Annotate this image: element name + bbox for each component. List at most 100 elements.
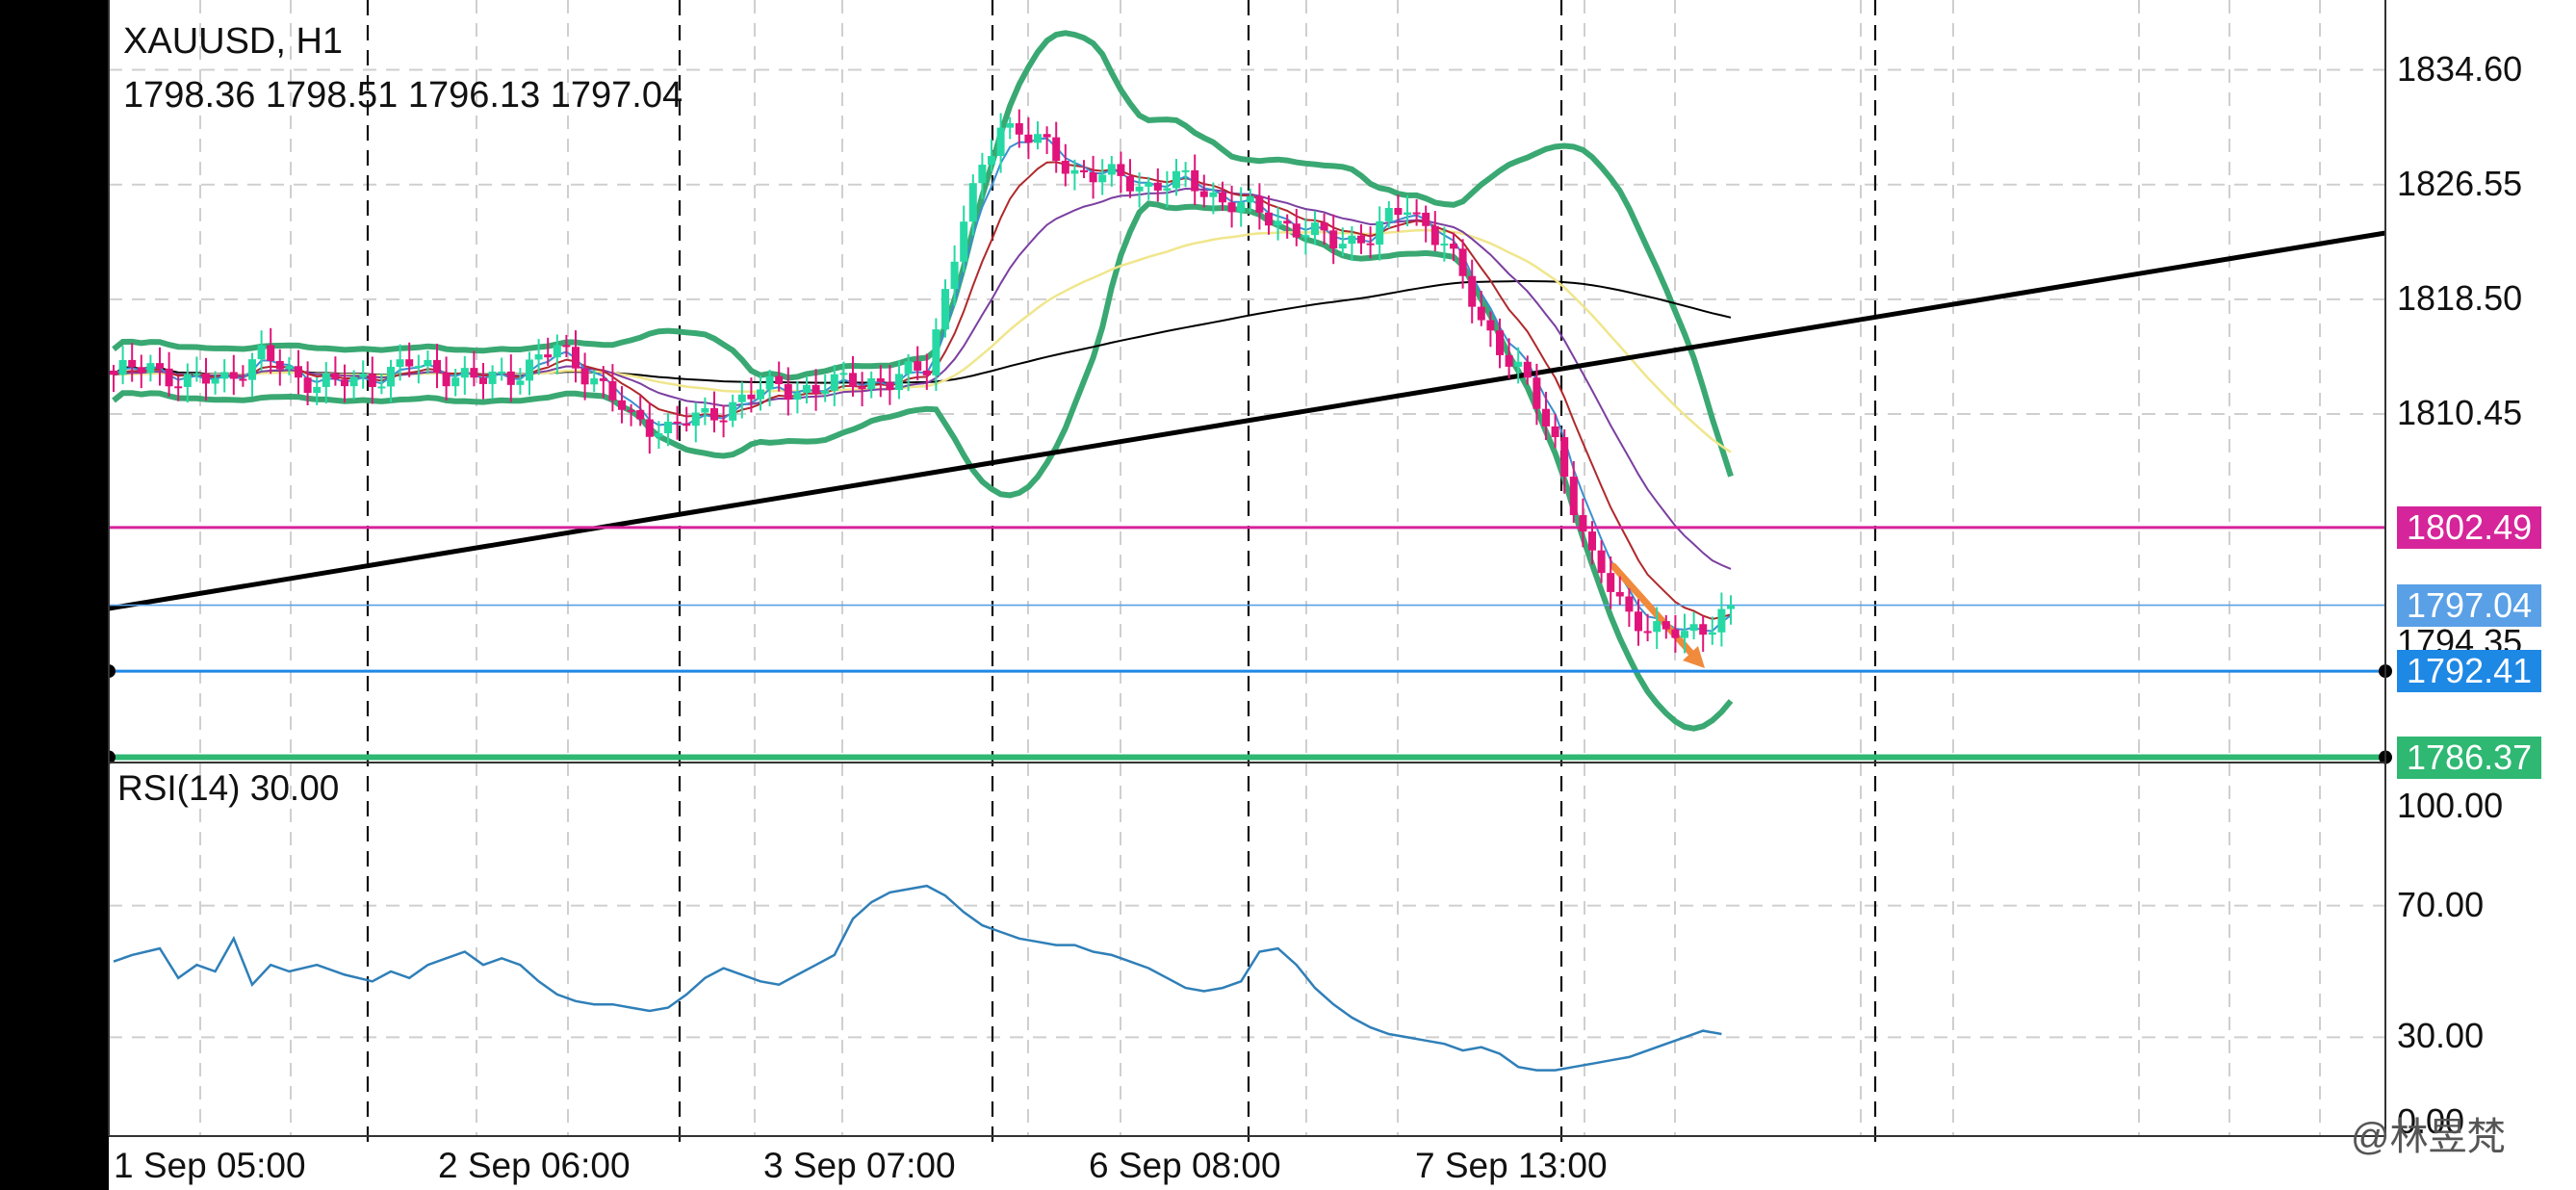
candle-body (1486, 320, 1495, 331)
candle-body (1227, 202, 1236, 213)
candle-body (193, 373, 201, 375)
candle-body (580, 368, 589, 385)
candle-body (1643, 631, 1652, 634)
candle-body (544, 354, 553, 358)
ma-yellow-line (113, 228, 1732, 453)
candle-body (996, 127, 1005, 157)
candle-body (737, 394, 746, 402)
price-tag-resistance: 1802.49 (2397, 505, 2542, 549)
candle-body (156, 363, 164, 369)
forecast-arrow-shaft (1610, 562, 1700, 662)
candle-body (239, 378, 247, 381)
candle-body (1348, 235, 1356, 245)
ascending-trendline (108, 230, 2386, 611)
candle-body (1496, 330, 1504, 355)
candle-body (941, 289, 949, 330)
candle-body (1043, 134, 1051, 138)
candle-body (1329, 230, 1338, 249)
price-tag-support_blue: 1792.41 (2397, 650, 2542, 693)
candle-body (1681, 631, 1688, 638)
candle-body (322, 373, 330, 387)
candle-body (1404, 212, 1411, 216)
candle-body (313, 386, 322, 394)
candle-body (1153, 182, 1162, 191)
candle-body (608, 380, 617, 401)
candle-body (506, 371, 515, 385)
candle-body (793, 393, 802, 401)
price-tick-label: 1810.45 (2397, 393, 2523, 433)
candle-body (220, 372, 229, 379)
time-tick-label: 2 Sep 06:00 (438, 1146, 631, 1185)
candle-body (1505, 354, 1513, 367)
candle-body (1430, 225, 1439, 246)
candle-body (110, 370, 117, 375)
candle-body (1145, 182, 1153, 187)
candle-body (424, 359, 432, 367)
session-separators (366, 0, 1877, 1146)
candle-body (396, 359, 404, 368)
candle-body (331, 373, 340, 380)
candle-body (1384, 208, 1393, 221)
candle-body (516, 380, 525, 385)
candle-body (1098, 174, 1107, 183)
candle-body (349, 376, 358, 387)
rsi-tick-label: 70.00 (2397, 884, 2485, 924)
candle-body (1450, 243, 1457, 249)
candle-body (811, 384, 820, 395)
rsi-tick-label: 0.00 (2397, 1101, 2465, 1141)
candle-body (1265, 212, 1273, 226)
candle-body (1422, 212, 1430, 226)
candle-body (673, 421, 682, 424)
rsi-title: RSI(14) 30.00 (117, 768, 340, 808)
candle-body (627, 409, 635, 412)
candle-body (1015, 122, 1023, 135)
candle-body (1615, 591, 1624, 597)
candle-body (932, 329, 940, 375)
candle-body (451, 377, 460, 387)
candle-body (1699, 624, 1708, 635)
candle-body (784, 384, 792, 401)
candle-body (950, 261, 959, 290)
candle-body (1338, 244, 1347, 249)
candle-body (636, 409, 645, 420)
candle-body (387, 367, 395, 387)
candle-body (165, 368, 173, 387)
candle-body (1357, 235, 1365, 244)
candle-body (1523, 361, 1532, 378)
candle-body (248, 359, 256, 380)
candle-body (460, 368, 469, 378)
candle-body (1717, 608, 1726, 633)
candle-body (1366, 243, 1375, 246)
ma-purple-line (113, 187, 1732, 570)
candle-body (275, 360, 284, 370)
candle-body (1052, 137, 1061, 161)
rsi-line (113, 884, 1722, 1072)
candle-body (765, 375, 774, 390)
candle-body (1625, 596, 1634, 612)
candle-body (1412, 212, 1421, 215)
candle-body (1588, 531, 1596, 551)
candle-body (1070, 169, 1079, 174)
watermark: @林昱梵 (2351, 1116, 2506, 1158)
candle-body (534, 354, 543, 360)
candle-body (1006, 122, 1015, 128)
rsi-panel (113, 884, 1722, 1072)
candle-body (1080, 169, 1088, 173)
candle-body (618, 400, 626, 410)
candle-body (1089, 172, 1097, 183)
candle-body (821, 390, 830, 395)
candle-body (960, 221, 968, 262)
candle-body (433, 359, 441, 373)
time-tick-label: 1 Sep 05:00 (114, 1146, 306, 1185)
candle-body (295, 366, 302, 378)
candle-body (1671, 629, 1680, 638)
candle-body (1727, 605, 1735, 609)
ma-red-line (113, 161, 1732, 621)
candle-body (1172, 170, 1180, 189)
candle-body (867, 377, 876, 390)
candle-body (146, 363, 155, 374)
candle-body (664, 421, 672, 433)
forecast-arrow-head (1683, 646, 1705, 668)
candle-body (1199, 191, 1208, 197)
